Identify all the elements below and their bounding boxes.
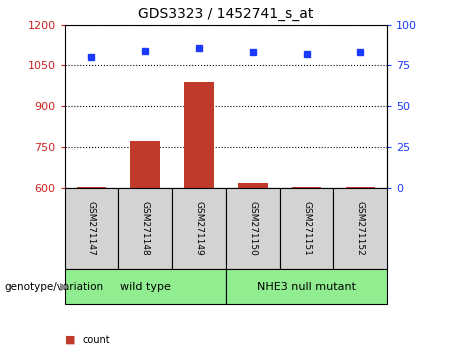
Bar <box>77 187 106 188</box>
Bar <box>172 188 226 269</box>
Text: ▶: ▶ <box>60 282 68 292</box>
Text: GSM271152: GSM271152 <box>356 201 365 256</box>
Bar <box>184 82 214 188</box>
Text: GSM271148: GSM271148 <box>141 201 150 256</box>
Text: GSM271150: GSM271150 <box>248 201 257 256</box>
Text: wild type: wild type <box>120 282 171 292</box>
Text: GSM271147: GSM271147 <box>87 201 96 256</box>
Text: count: count <box>83 335 111 345</box>
Text: ■: ■ <box>65 335 75 345</box>
Bar <box>65 188 118 269</box>
Text: NHE3 null mutant: NHE3 null mutant <box>257 282 356 292</box>
Title: GDS3323 / 1452741_s_at: GDS3323 / 1452741_s_at <box>138 7 313 21</box>
Bar <box>226 269 387 304</box>
Text: genotype/variation: genotype/variation <box>5 282 104 292</box>
Text: GSM271151: GSM271151 <box>302 201 311 256</box>
Bar <box>130 142 160 188</box>
Bar <box>280 188 333 269</box>
Text: GSM271149: GSM271149 <box>195 201 203 256</box>
Bar <box>65 269 226 304</box>
Bar <box>333 188 387 269</box>
Bar <box>238 183 267 188</box>
Bar <box>118 188 172 269</box>
Bar <box>226 188 280 269</box>
